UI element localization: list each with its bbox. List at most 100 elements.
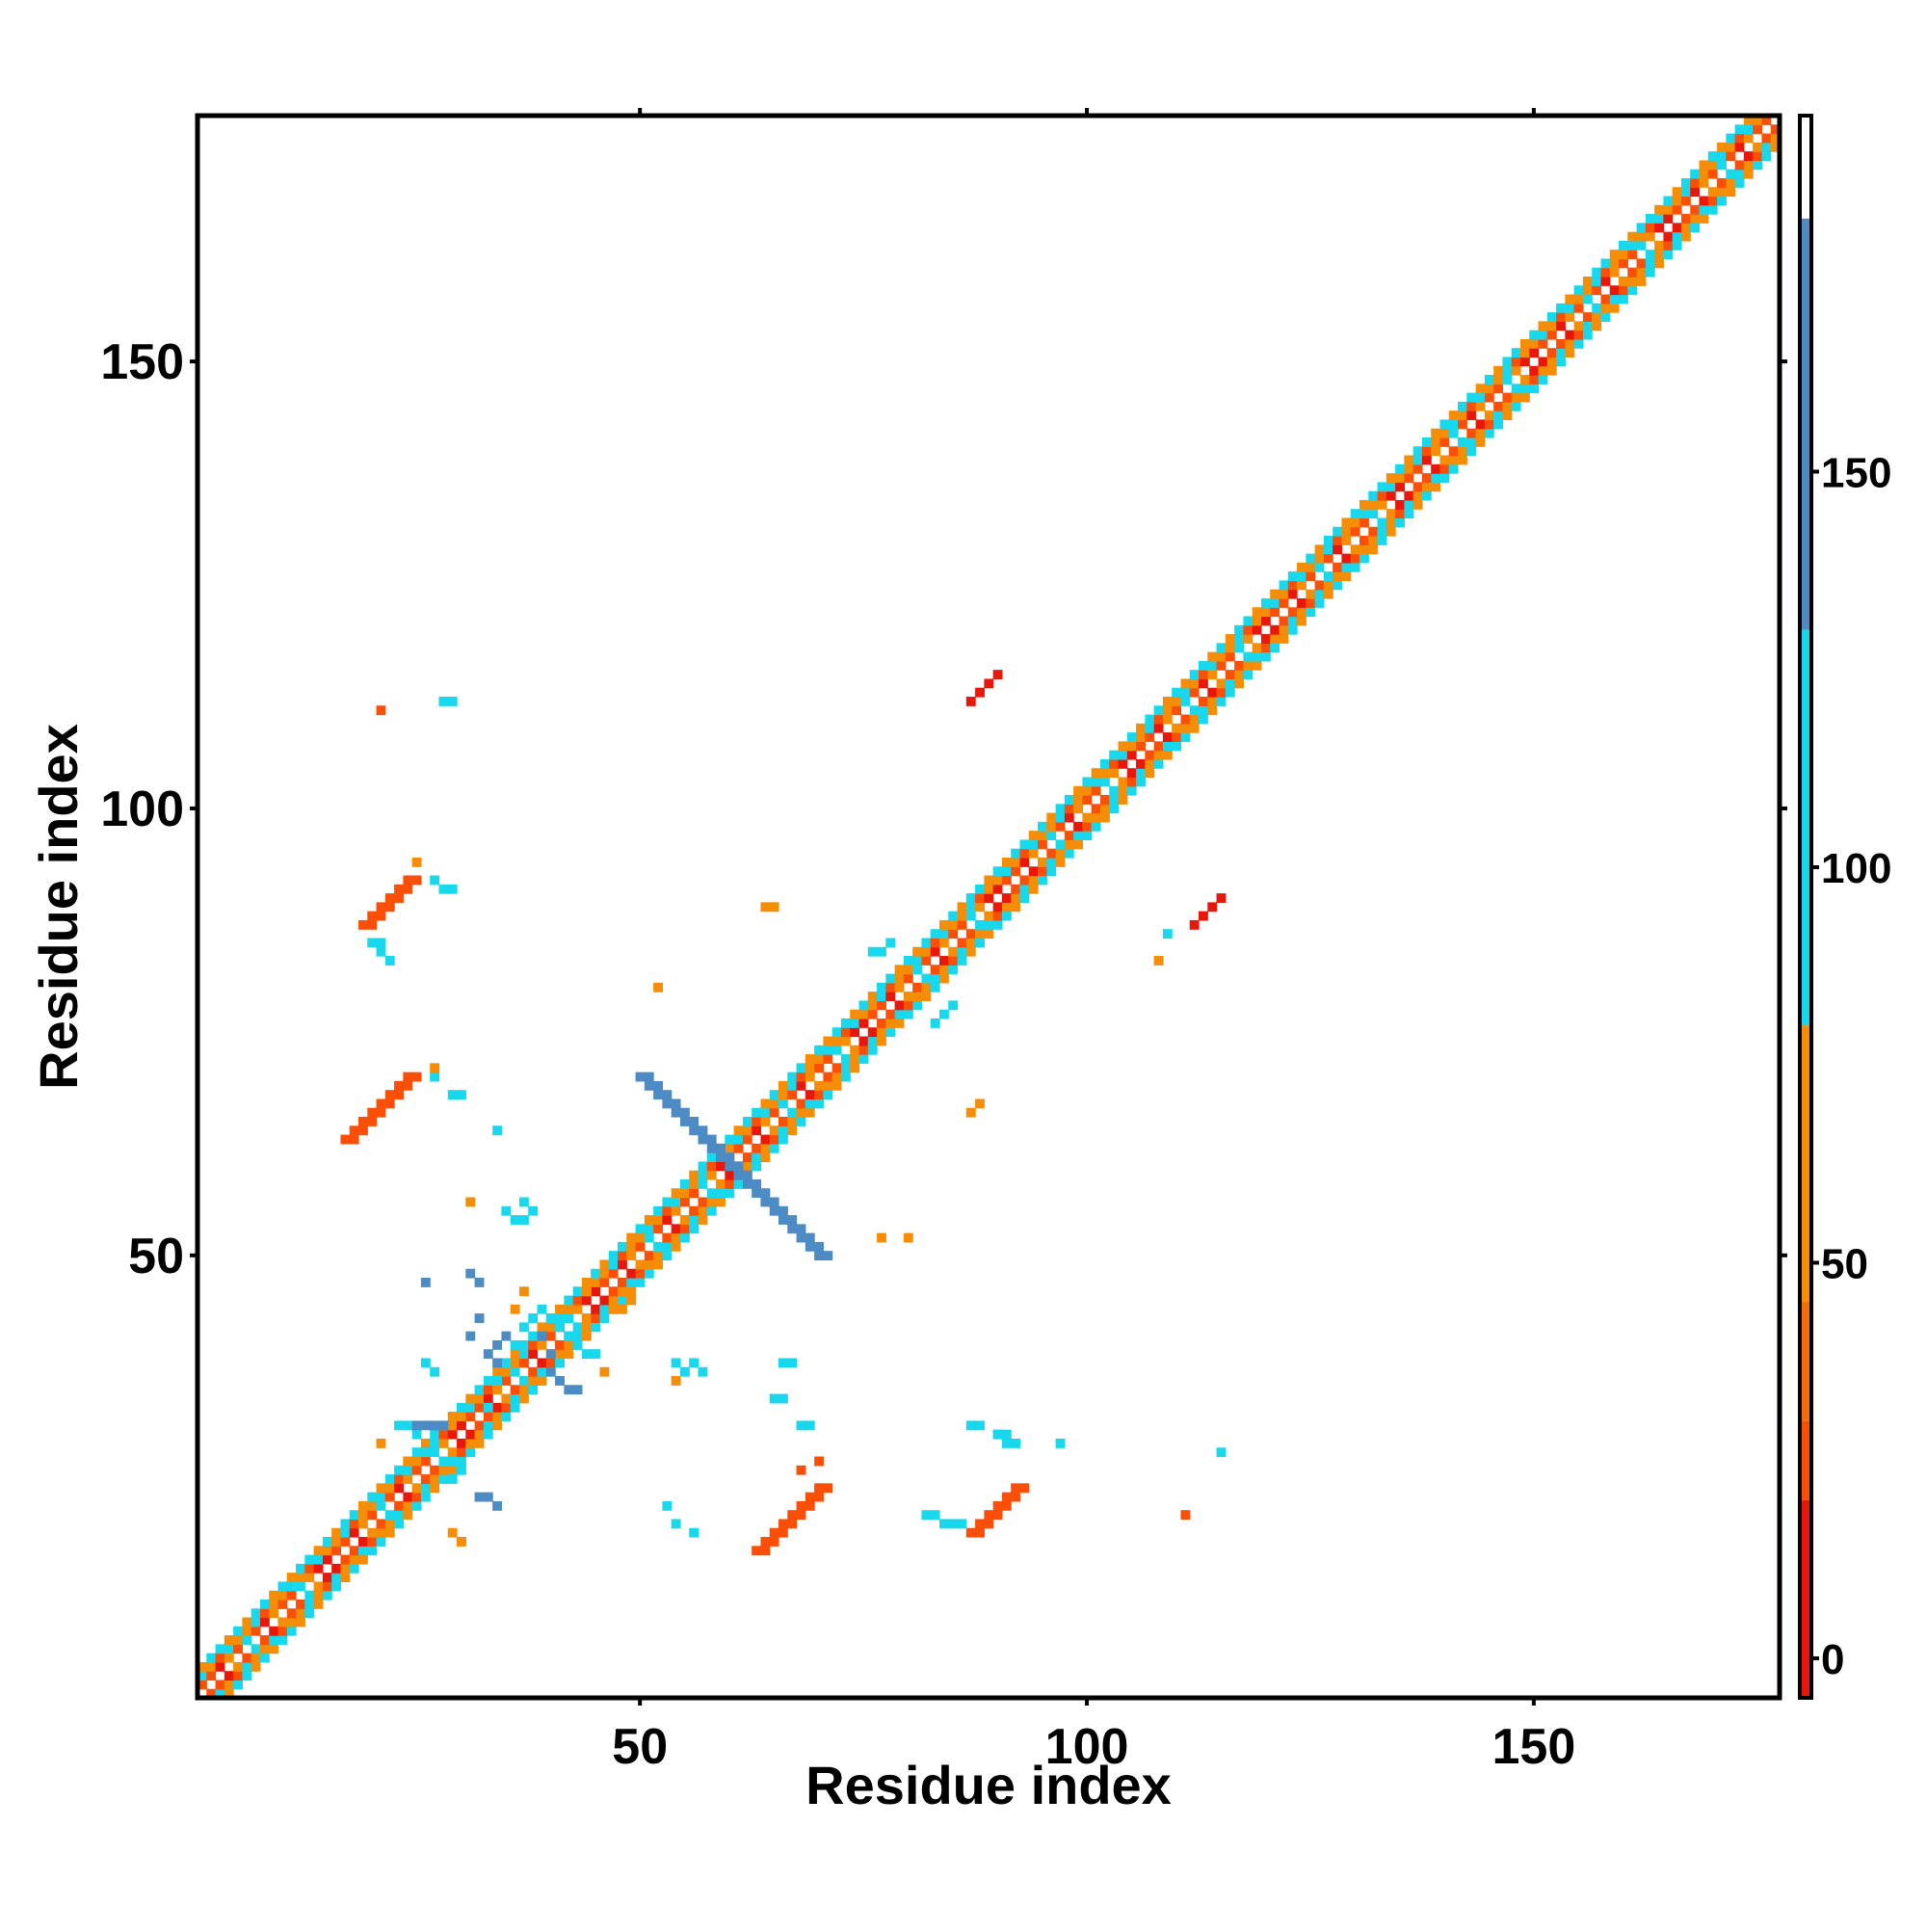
heatmap-cell (501, 1331, 512, 1341)
heatmap-cell (492, 1339, 503, 1350)
heatmap-cell (1663, 250, 1674, 260)
heatmap-cell (1619, 250, 1628, 260)
heatmap-cell (1359, 509, 1369, 519)
heatmap-cell (698, 1215, 708, 1225)
heatmap-cell (948, 956, 959, 966)
heatmap-cell (1519, 338, 1530, 349)
heatmap-cell (259, 1608, 270, 1619)
heatmap-cell (1038, 857, 1047, 867)
heatmap-cell (1279, 616, 1289, 626)
heatmap-cell (1189, 919, 1200, 930)
heatmap-cell (259, 1599, 270, 1609)
heatmap-cell (1511, 401, 1521, 411)
heatmap-cell (251, 1653, 261, 1663)
heatmap-cell (331, 1581, 342, 1592)
heatmap-cell (653, 1215, 663, 1225)
heatmap-cell (698, 1197, 708, 1207)
heatmap-cell (1368, 536, 1379, 545)
heatmap-cell (376, 1107, 386, 1118)
heatmap-cell (1189, 714, 1200, 725)
heatmap-cell (510, 1339, 520, 1350)
heatmap-cell (1412, 499, 1423, 510)
heatmap-cell (1404, 509, 1414, 519)
heatmap-cell (1395, 473, 1405, 483)
heatmap-cell (474, 1313, 485, 1323)
heatmap-cell (1573, 294, 1584, 304)
heatmap-cell (1038, 839, 1047, 850)
heatmap-cell (304, 1554, 315, 1565)
heatmap-cell (1082, 795, 1093, 805)
heatmap-cell (357, 919, 368, 930)
heatmap-cell (948, 1000, 959, 1011)
heatmap-cell (242, 1671, 252, 1681)
heatmap-cell (1654, 240, 1665, 251)
heatmap-cell (832, 1080, 842, 1091)
heatmap-cell (340, 1573, 351, 1583)
heatmap-cell (572, 1322, 583, 1333)
heatmap-cell (618, 1277, 627, 1287)
heatmap-cell (984, 678, 994, 689)
heatmap-cell (1136, 723, 1146, 733)
heatmap-cell (1431, 473, 1441, 483)
heatmap-cell (349, 1563, 359, 1574)
heatmap-cell (1699, 204, 1709, 215)
heatmap-cell (938, 919, 949, 930)
heatmap-cell (518, 1215, 529, 1225)
heatmap-cell (796, 1232, 806, 1243)
heatmap-cell (814, 1090, 824, 1100)
heatmap-cell (1216, 678, 1227, 689)
heatmap-cell (1458, 446, 1467, 457)
heatmap-cell (626, 1251, 637, 1261)
heatmap-cell (1243, 624, 1254, 635)
heatmap-cell (850, 1027, 860, 1038)
heatmap-cell (858, 1045, 869, 1055)
heatmap-cell (778, 1393, 788, 1404)
heatmap-cell (1145, 758, 1155, 769)
heatmap-cell (492, 1366, 503, 1377)
heatmap-cell (1573, 303, 1584, 313)
heatmap-cell (215, 1644, 225, 1654)
heatmap-cell (644, 1259, 654, 1270)
heatmap-cell (233, 1671, 243, 1681)
heatmap-cell (653, 1251, 663, 1261)
heatmap-cell (572, 1331, 583, 1341)
heatmap-cell (1333, 562, 1343, 572)
heatmap-cell (1717, 187, 1727, 198)
heatmap-cell (1726, 151, 1736, 161)
heatmap-cell (1377, 482, 1387, 492)
heatmap-cell (438, 1420, 449, 1431)
heatmap-cell (1546, 348, 1557, 358)
x-axis-ticks: 50 100 150 (612, 108, 1575, 1775)
heatmap-cell (832, 1063, 842, 1073)
heatmap-cell (438, 1474, 449, 1484)
heatmap-cell (555, 1358, 565, 1368)
heatmap-cell (1225, 634, 1235, 644)
heatmap-cell (242, 1635, 252, 1645)
heatmap-cell (233, 1626, 243, 1636)
heatmap-cell (1118, 777, 1128, 787)
heatmap-cell (1314, 597, 1325, 608)
heatmap-cell (805, 1241, 815, 1252)
heatmap-cell (679, 1117, 690, 1126)
heatmap-cell (992, 670, 1003, 680)
heatmap-cell (483, 1402, 493, 1413)
heatmap-cell (679, 1188, 690, 1199)
heatmap-cell (689, 1224, 700, 1234)
heatmap-cell (457, 1537, 466, 1547)
heatmap-cell (286, 1617, 297, 1628)
heatmap-cell (618, 1286, 627, 1297)
heatmap-cell (251, 1626, 261, 1636)
heatmap-cell (1448, 446, 1459, 457)
heatmap-cell (1761, 133, 1772, 144)
heatmap-cell (706, 1161, 717, 1172)
heatmap-cell (787, 1117, 798, 1126)
heatmap-cell (304, 1563, 315, 1574)
heatmap-cell (992, 875, 1003, 886)
heatmap-cell (1055, 1438, 1066, 1448)
heatmap-cell (752, 1188, 762, 1199)
heatmap-cell (457, 1420, 466, 1431)
heatmap-cell (689, 1215, 700, 1225)
y-tick-label: 50 (128, 1229, 184, 1284)
heatmap-cell (769, 902, 779, 913)
heatmap-cell (367, 911, 378, 921)
